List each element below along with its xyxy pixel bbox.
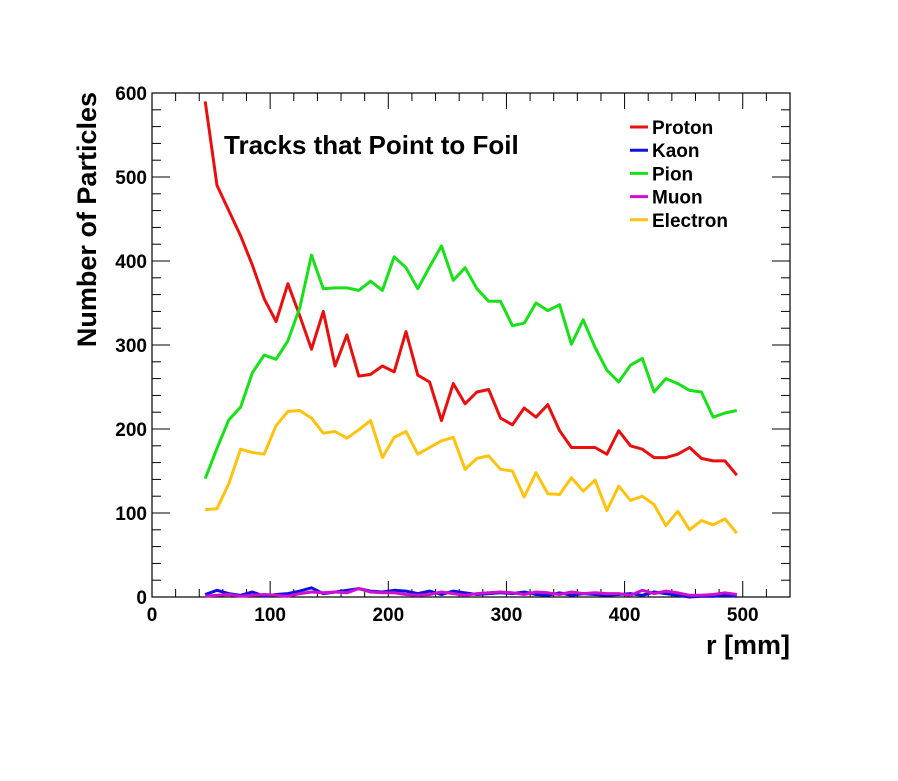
x-tick-label: 400 bbox=[609, 605, 641, 626]
series-line-proton bbox=[203, 101, 738, 477]
y-tick-label: 600 bbox=[115, 84, 147, 105]
legend-label-electron: Electron bbox=[652, 211, 728, 232]
y-tick-label: 0 bbox=[136, 588, 147, 609]
legend-label-proton: Proton bbox=[652, 118, 713, 139]
y-tick-label: 200 bbox=[115, 420, 147, 441]
x-axis-title: r [mm] bbox=[706, 630, 790, 660]
series-line-pion bbox=[203, 244, 738, 480]
y-tick-label: 400 bbox=[115, 252, 147, 273]
chart-title: Tracks that Point to Foil bbox=[224, 130, 519, 160]
legend-label-kaon: Kaon bbox=[652, 141, 700, 162]
x-tick-label: 300 bbox=[491, 605, 523, 626]
y-axis-title: Number of Particles bbox=[72, 92, 102, 347]
y-tick-label: 500 bbox=[115, 168, 147, 189]
y-tick-labels: 0 100 200 300 400 500 600 bbox=[115, 84, 147, 609]
x-tick-label: 0 bbox=[147, 605, 158, 626]
series-lines bbox=[203, 101, 738, 599]
x-tick-label: 100 bbox=[254, 605, 286, 626]
x-tick-labels: 0 100 200 300 400 500 bbox=[147, 605, 759, 626]
legend-label-muon: Muon bbox=[652, 188, 703, 209]
y-tick-label: 100 bbox=[115, 504, 147, 525]
x-tick-label: 200 bbox=[372, 605, 404, 626]
legend-label-pion: Pion bbox=[652, 164, 693, 185]
x-tick-label: 500 bbox=[727, 605, 759, 626]
series-line-muon bbox=[205, 587, 738, 598]
series-line-electron bbox=[205, 409, 738, 535]
y-tick-label: 300 bbox=[115, 336, 147, 357]
